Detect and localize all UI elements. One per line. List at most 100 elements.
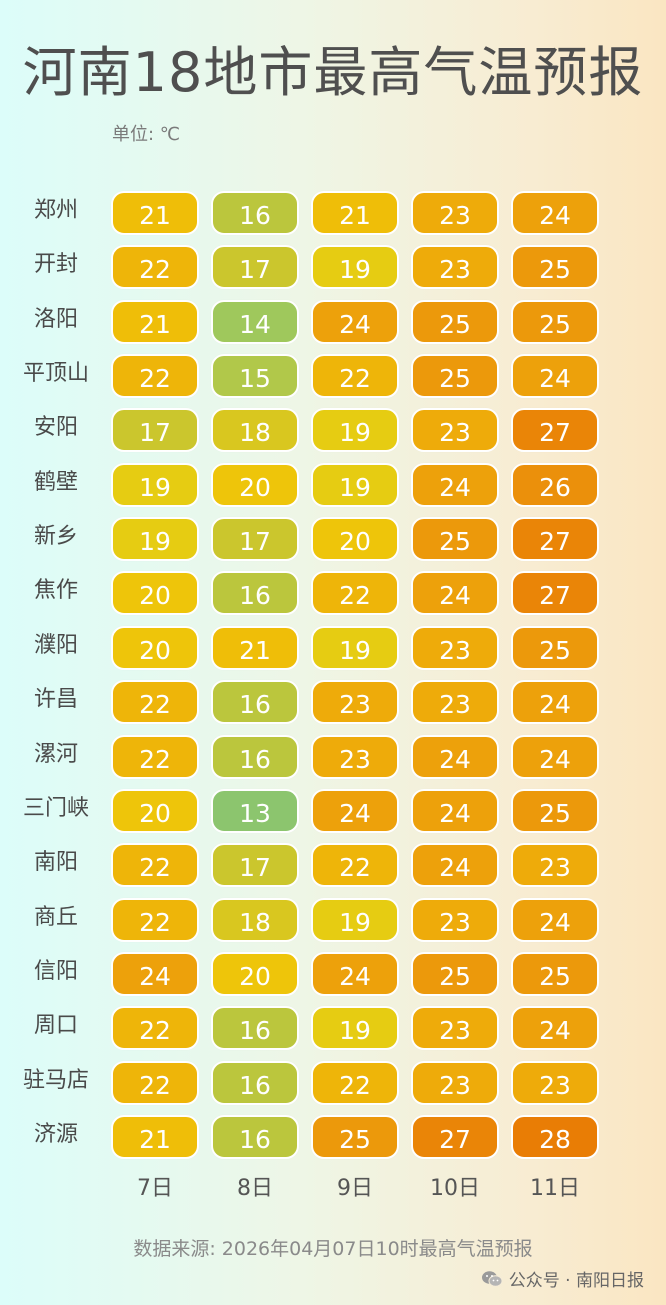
temperature-cell: 17 [211,843,299,888]
day-label: 9日 [337,1176,373,1201]
temperature-cell: 18 [211,408,299,453]
temperature-cell: 20 [211,951,299,996]
temperature-cell: 17 [211,245,299,290]
temperature-cell: 25 [411,354,499,399]
temperature-cell: 23 [411,625,499,670]
day-label: 8日 [237,1176,273,1201]
temperature-cell: 24 [411,571,499,616]
day-label: 11日 [530,1176,580,1201]
temperature-cell: 20 [111,625,199,670]
day-label: 7日 [137,1176,173,1201]
temperature-cell: 16 [211,191,299,235]
city-label: 鹤壁 [33,469,78,495]
temperature-cell: 23 [311,680,399,725]
temperature-cell: 22 [111,680,199,725]
city-label: 焦作 [33,578,78,604]
city-label: 济源 [33,1121,78,1147]
temperature-cell: 23 [511,843,599,888]
temperature-cell: 16 [211,571,299,616]
city-label: 洛阳 [33,306,78,332]
temperature-cell: 25 [311,1114,399,1159]
data-source-note: 数据来源: 2026年04月07日10时最高气温预报 [133,1238,533,1260]
city-label: 南阳 [33,850,78,876]
temperature-cell: 21 [311,191,399,235]
day-label: 10日 [430,1176,480,1201]
city-label: 信阳 [33,958,78,984]
temperature-cell: 25 [511,299,599,344]
temperature-cell: 22 [111,1006,199,1051]
watermark-text: 公众号 · 南阳日报 [508,1271,644,1291]
temperature-cell: 24 [411,788,499,833]
temperature-cell: 16 [211,1006,299,1051]
temperature-cell: 17 [211,517,299,562]
temperature-cell: 22 [111,354,199,399]
temperature-cell: 16 [211,1114,299,1159]
temperature-cell: 24 [111,951,199,996]
wechat-icon [481,1270,503,1287]
temperature-cell: 22 [111,245,199,290]
temperature-cell: 24 [511,680,599,725]
temperature-cell: 14 [211,299,299,344]
unit-label: 单位: ℃ [112,124,181,145]
temperature-cell: 19 [311,1006,399,1051]
temperature-cell: 22 [311,1060,399,1105]
temperature-cell: 20 [111,571,199,616]
temperature-cell: 24 [511,897,599,942]
temperature-cell: 25 [511,951,599,996]
temperature-cell: 23 [411,408,499,453]
temperature-cell: 23 [411,1060,499,1105]
temperature-cell: 24 [411,734,499,779]
temperature-cell: 23 [411,1006,499,1051]
temperature-cell: 19 [311,625,399,670]
temperature-cell: 25 [511,245,599,290]
temperature-cell: 20 [111,788,199,833]
temperature-cell: 25 [411,951,499,996]
temperature-cell: 23 [411,191,499,235]
temperature-cell: 26 [511,462,599,507]
city-label: 驻马店 [22,1067,89,1093]
temperature-cell: 19 [311,897,399,942]
temperature-cell: 23 [511,1060,599,1105]
temperature-cell: 19 [311,462,399,507]
temperature-cell: 21 [111,1114,199,1159]
temperature-cell: 28 [511,1114,599,1159]
temperature-cell: 16 [211,1060,299,1105]
temperature-cell: 24 [411,462,499,507]
temperature-cell: 27 [511,408,599,453]
city-label: 周口 [33,1013,78,1039]
city-label: 三门峡 [22,795,89,821]
temperature-cell: 22 [311,354,399,399]
temperature-cell: 19 [111,462,199,507]
temperature-cell: 18 [211,897,299,942]
temperature-cell: 25 [511,625,599,670]
temperature-cell: 22 [311,571,399,616]
city-label: 平顶山 [22,361,89,387]
city-label: 安阳 [33,415,78,441]
temperature-cell: 23 [411,897,499,942]
watermark: 公众号 · 南阳日报 [481,1266,644,1291]
temperature-cell: 23 [311,734,399,779]
temperature-cell: 21 [211,625,299,670]
temperature-cell: 16 [211,680,299,725]
city-label: 商丘 [33,904,78,930]
temperature-cell: 21 [111,299,199,344]
temperature-cell: 22 [311,843,399,888]
temperature-cell: 25 [411,517,499,562]
temperature-cell: 24 [311,951,399,996]
city-label: 开封 [33,252,78,278]
city-label: 漯河 [33,741,78,767]
city-label: 新乡 [33,524,78,550]
temperature-cell: 17 [111,408,199,453]
temperature-cell: 27 [511,517,599,562]
temperature-cell: 15 [211,354,299,399]
temperature-cell: 20 [311,517,399,562]
temperature-cell: 25 [411,299,499,344]
temperature-cell: 24 [311,788,399,833]
temperature-cell: 19 [111,517,199,562]
temperature-cell: 22 [111,734,199,779]
chart-title: 河南18地市最高气温预报 [22,41,644,104]
temperature-cell: 21 [111,191,199,235]
temperature-cell: 19 [311,245,399,290]
temperature-cell: 23 [411,680,499,725]
temperature-cell: 23 [411,245,499,290]
